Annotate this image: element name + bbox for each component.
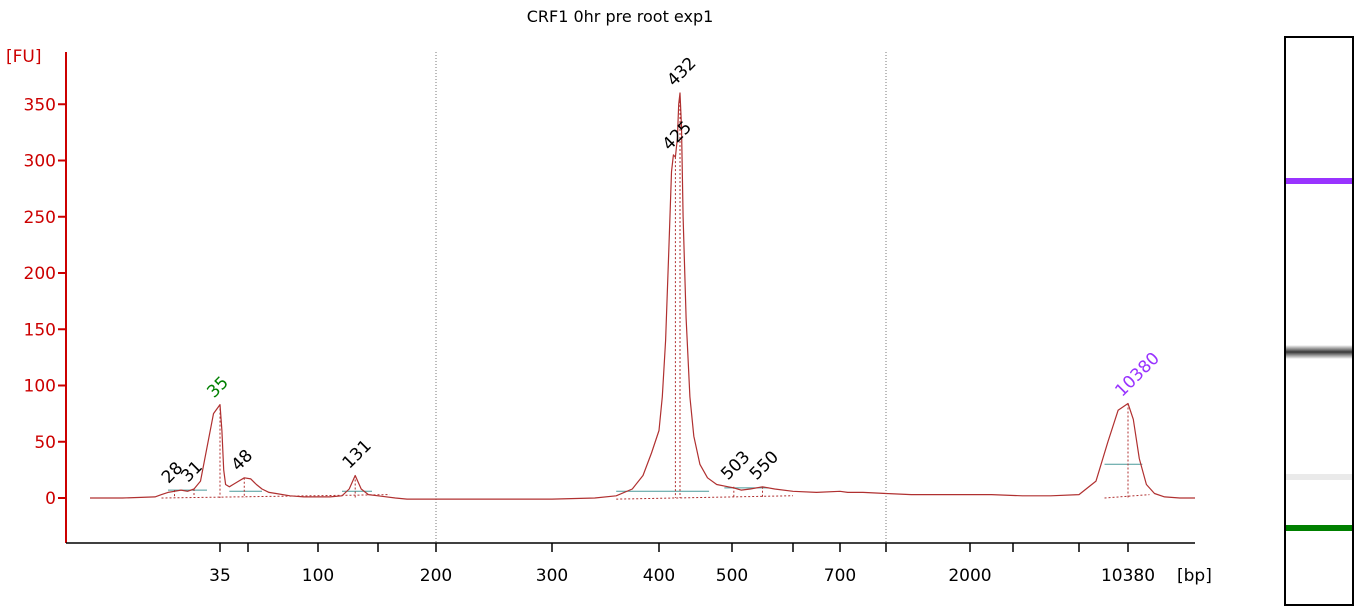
peak-label: 35	[203, 373, 232, 402]
gel-lane	[1284, 36, 1354, 606]
x-axis-label: [bp]	[1177, 566, 1212, 586]
peak-baselines	[161, 93, 1150, 500]
peak-label: 503	[717, 447, 754, 484]
y-tick-label: 300	[24, 152, 56, 172]
x-tick-label: 700	[824, 566, 856, 586]
y-tick-label: 100	[24, 377, 56, 397]
y-tick-label: 50	[34, 433, 56, 453]
x-axis: 35 100 200 300 400 500 700 2000 10380	[66, 542, 1195, 586]
sample-band	[1286, 344, 1352, 359]
peak-label: 432	[663, 53, 700, 90]
peak-label: 48	[228, 446, 257, 475]
x-tick-label: 10380	[1101, 566, 1155, 586]
y-axis-label: [FU]	[6, 47, 42, 67]
x-tick-label: 100	[302, 566, 334, 586]
peak-label: 425	[659, 118, 696, 155]
integration-baseline	[1104, 494, 1150, 499]
y-tick-label: 200	[24, 264, 56, 284]
x-tick-label: 300	[536, 566, 568, 586]
x-tick-label: 500	[716, 566, 748, 586]
peak-label: 31	[177, 457, 206, 486]
integration-baseline	[616, 495, 794, 500]
lower-marker-band	[1286, 525, 1352, 532]
x-tick-label: 200	[420, 566, 452, 586]
x-tick-label: 2000	[948, 566, 991, 586]
y-tick-label: 150	[24, 320, 56, 340]
faint-band	[1286, 473, 1352, 480]
y-tick-label: 250	[24, 208, 56, 228]
y-tick-label: 350	[24, 95, 56, 115]
x-tick-label: 400	[643, 566, 675, 586]
trace-line	[90, 92, 1195, 500]
fluorescence-trace	[90, 92, 1195, 500]
peak-label: 10380	[1111, 349, 1163, 401]
peak-label: 131	[339, 436, 376, 473]
x-tick-label: 35	[209, 566, 231, 586]
y-tick-label: 0	[45, 489, 56, 509]
y-axis: 0 50 100 150 200 250 300 350	[24, 52, 67, 543]
upper-marker-band	[1286, 177, 1352, 184]
chart-title: CRF1 0hr pre root exp1	[527, 7, 714, 26]
grid-lines	[435, 52, 887, 543]
peak-label: 550	[746, 447, 783, 484]
electropherogram: CRF1 0hr pre root exp1 [FU] [bp] 0 50 100 1…	[6, 7, 1212, 586]
